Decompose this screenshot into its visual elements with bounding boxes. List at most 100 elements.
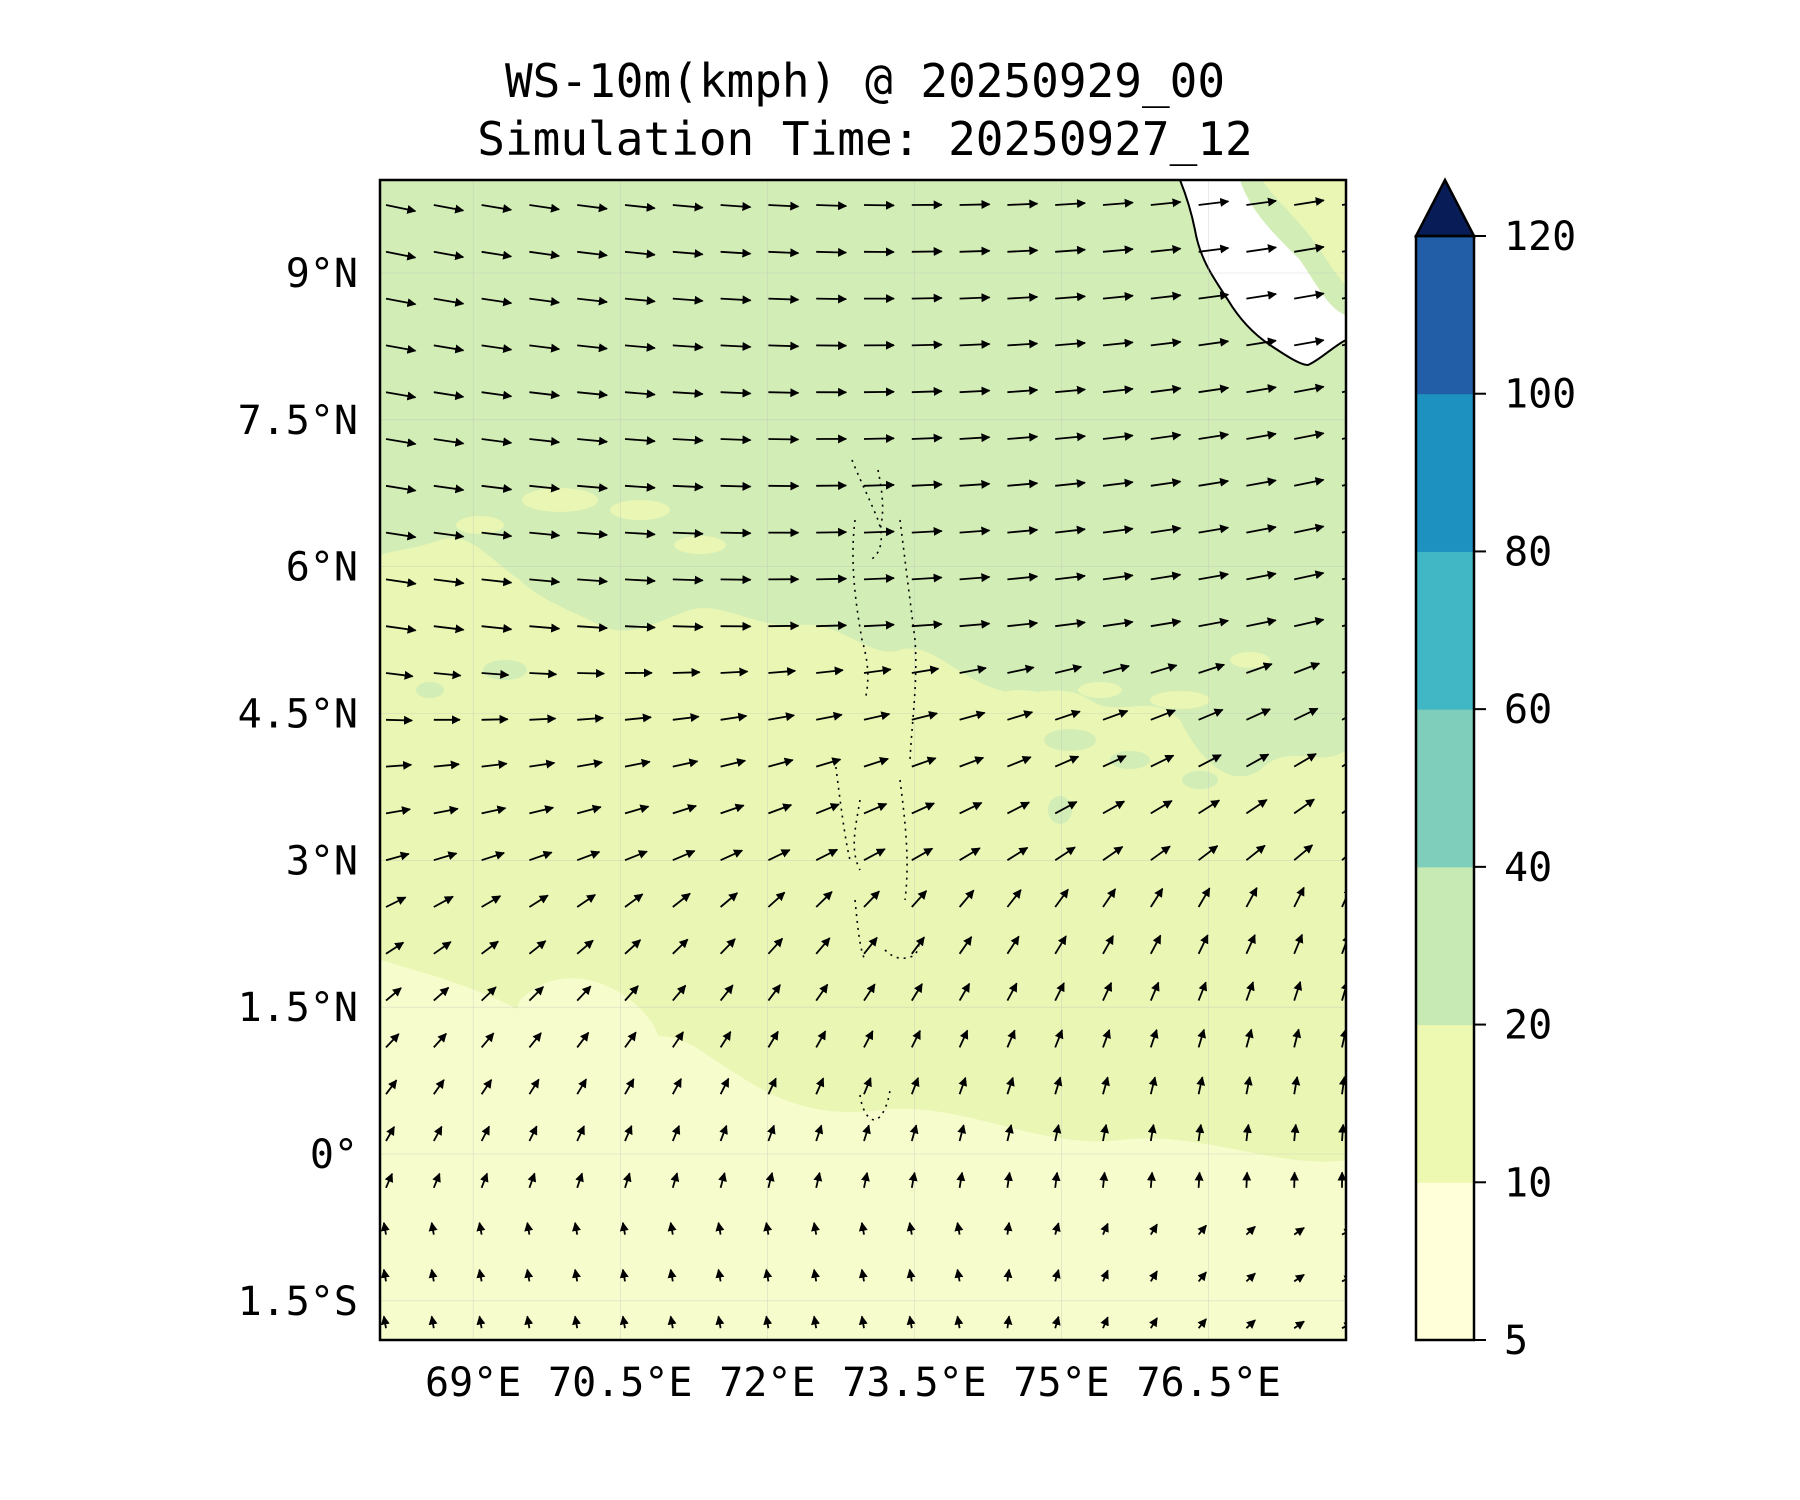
- wind-arrow: [1101, 1076, 1110, 1095]
- wind-arrow: [1006, 935, 1020, 955]
- wind-arrow: [958, 1076, 968, 1095]
- wind-arrow: [1294, 570, 1325, 581]
- wind-arrow: [1198, 477, 1230, 487]
- wind-arrow: [672, 295, 704, 305]
- wind-arrow: [1149, 1028, 1159, 1048]
- wind-arrow: [1198, 337, 1230, 347]
- wind-arrow: [720, 712, 748, 722]
- wind-arrow: [1198, 197, 1230, 207]
- wind-arrow: [1197, 1271, 1207, 1282]
- wind-arrow: [1051, 1315, 1061, 1329]
- wind-arrow: [1055, 618, 1086, 628]
- colorbar-tick-label: 120: [1504, 214, 1576, 260]
- colorbar-band: [1416, 551, 1474, 710]
- wind-arrow: [1006, 846, 1029, 861]
- wind-arrow: [1102, 709, 1129, 721]
- colorbar-tick-label: 100: [1504, 372, 1576, 418]
- wind-arrow: [959, 293, 991, 303]
- wind-arrow: [1293, 933, 1304, 955]
- colorbar-extend-arrow: [1413, 177, 1477, 238]
- wind-arrow: [720, 388, 752, 398]
- wind-arrow: [1055, 339, 1086, 349]
- colorbar-tick-label: 10: [1504, 1160, 1552, 1206]
- wind-arrow: [529, 714, 557, 724]
- wind-arrow: [1246, 708, 1272, 721]
- wind-arrow: [720, 849, 744, 862]
- wind-arrow: [1102, 935, 1114, 955]
- wind-arrow: [577, 529, 608, 539]
- wind-arrow: [719, 984, 734, 1002]
- wind-arrow: [863, 480, 895, 490]
- wind-arrow: [1246, 384, 1277, 394]
- wind-arrow: [1338, 1076, 1346, 1095]
- wind-arrow: [672, 849, 696, 862]
- wind-arrow: [858, 1315, 868, 1329]
- wind-arrow: [863, 848, 886, 861]
- wind-arrow: [672, 804, 697, 815]
- wind-arrow: [433, 437, 465, 447]
- wind-arrow: [911, 526, 943, 536]
- lon-tick-label: 69°E: [425, 1360, 521, 1406]
- wind-arrow: [529, 250, 560, 260]
- wind-arrow: [1054, 982, 1065, 1002]
- wind-arrow: [1291, 1076, 1301, 1095]
- wind-arrow: [433, 391, 465, 401]
- wind-arrow: [719, 938, 736, 955]
- wind-arrow: [1054, 888, 1069, 908]
- wind-arrow: [529, 576, 561, 586]
- wind-arrow: [481, 390, 513, 400]
- wind-arrow: [1102, 431, 1134, 441]
- wind-arrow: [672, 342, 704, 352]
- wind-arrow: [577, 343, 608, 353]
- wind-arrow: [1150, 244, 1182, 254]
- wind-arrow: [1198, 524, 1230, 534]
- wind-arrow: [624, 576, 656, 586]
- plot-area: [380, 180, 1346, 1340]
- wind-arrow: [720, 528, 752, 538]
- graticule: [380, 180, 1346, 1340]
- wind-arrow: [815, 757, 842, 768]
- wind-arrow: [814, 1124, 824, 1142]
- wind-arrow: [1246, 290, 1277, 300]
- wind-arrow: [385, 297, 417, 308]
- wind-arrow: [433, 1125, 443, 1142]
- wind-arrow: [433, 986, 450, 1002]
- wind-arrow: [1245, 799, 1268, 815]
- wind-arrow: [1198, 384, 1230, 394]
- wind-arrow: [1293, 886, 1305, 908]
- wind-arrow: [1003, 1221, 1013, 1235]
- wind-arrow: [1006, 801, 1031, 815]
- wind-arrow: [863, 1030, 874, 1048]
- wind-arrow: [719, 1030, 732, 1048]
- wind-arrow: [576, 1078, 587, 1095]
- wind-arrow: [906, 1221, 916, 1235]
- wind-arrow: [528, 940, 547, 955]
- wind-arrow: [433, 895, 454, 908]
- wind-arrow: [954, 1268, 964, 1282]
- wind-arrow: [575, 1172, 584, 1189]
- wind-arrow: [1149, 981, 1160, 1001]
- wind-arrow: [572, 1315, 581, 1329]
- wind-arrow: [1102, 292, 1134, 301]
- wind-arrow: [1055, 525, 1086, 535]
- wind-arrow: [815, 937, 831, 955]
- wind-arrow: [1149, 1270, 1158, 1282]
- wind-arrow: [720, 892, 738, 908]
- wind-arrow: [672, 758, 699, 768]
- wind-arrow: [572, 1268, 581, 1282]
- wind-arrow: [672, 249, 704, 259]
- wind-arrow: [768, 388, 800, 398]
- wind-arrow: [385, 760, 413, 770]
- wind-arrow: [1003, 1315, 1013, 1329]
- wind-arrow: [815, 803, 840, 815]
- wind-arrow: [576, 939, 594, 955]
- wind-arrow: [1150, 478, 1182, 488]
- wind-arrow: [385, 715, 413, 725]
- wind-arrow: [863, 433, 895, 443]
- wind-arrow: [1007, 619, 1039, 629]
- wind-arrow: [671, 1124, 681, 1142]
- wind-arrow: [672, 435, 704, 445]
- wind-arrow: [528, 894, 549, 908]
- wind-arrow: [672, 202, 704, 212]
